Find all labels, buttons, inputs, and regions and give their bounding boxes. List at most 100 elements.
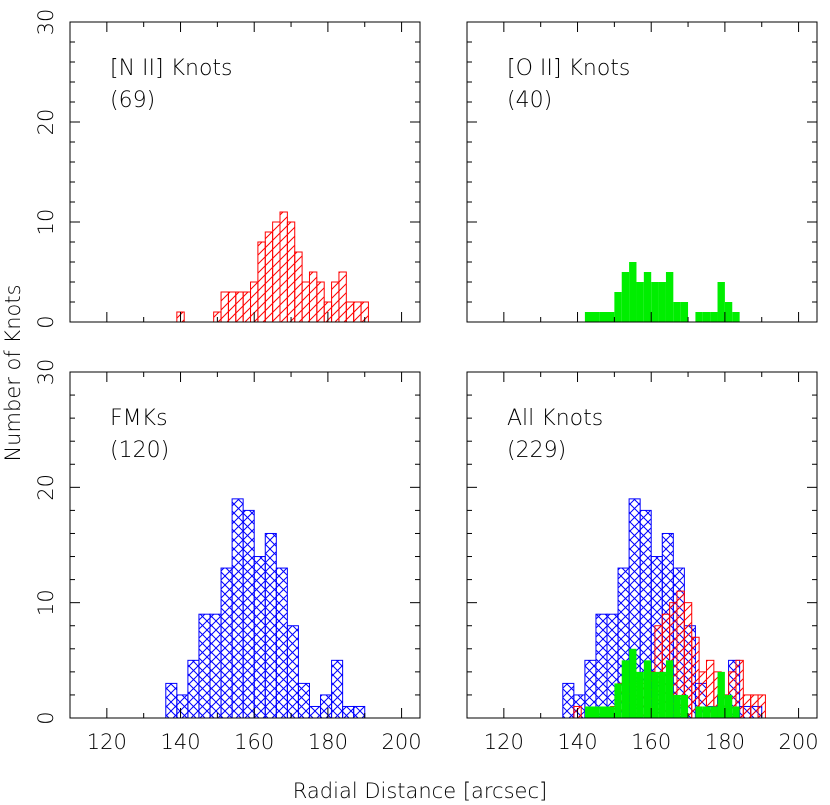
plot-frame bbox=[466, 21, 818, 323]
y-tick-label: 10 bbox=[34, 209, 58, 236]
bar-red-19 bbox=[742, 694, 752, 719]
bar-green-10 bbox=[673, 302, 681, 322]
x-tick-label: 200 bbox=[382, 730, 422, 754]
bar-red-9 bbox=[272, 221, 281, 323]
bar-blue-8 bbox=[253, 556, 266, 719]
panel-count: (229) bbox=[507, 438, 566, 463]
panel-count: (120) bbox=[110, 438, 169, 463]
bar-red-19 bbox=[345, 301, 355, 323]
panel-3: 120 140 160 180 200 0 10 20 30 FMKs (120) bbox=[34, 359, 422, 754]
bar-blue-1 bbox=[176, 694, 189, 719]
x-axis-label: Radial Distance [arcsec] bbox=[293, 779, 547, 803]
bar-blue-11 bbox=[286, 625, 299, 719]
x-tick-label: 180 bbox=[308, 730, 348, 754]
bar-green-2 bbox=[614, 292, 622, 322]
y-tick-label: 30 bbox=[34, 9, 58, 36]
bar-red-3 bbox=[227, 291, 237, 323]
y-tick-label: 20 bbox=[34, 109, 58, 136]
bar-green-14 bbox=[710, 706, 718, 718]
bar-red-12 bbox=[691, 636, 700, 719]
y-tick-label: 0 bbox=[34, 315, 58, 328]
bar-green-6 bbox=[643, 660, 652, 718]
bar-blue-2 bbox=[187, 659, 200, 719]
x-tick-label: 160 bbox=[631, 730, 671, 754]
bar-red-17 bbox=[331, 281, 340, 323]
y-tick-label: 20 bbox=[34, 474, 58, 501]
x-tick-label: 160 bbox=[234, 730, 274, 754]
x-tick-label: 200 bbox=[779, 730, 819, 754]
plot-frame bbox=[69, 371, 421, 719]
bar-red-13 bbox=[301, 281, 310, 323]
bar-blue-6 bbox=[231, 498, 244, 719]
bar-red-4 bbox=[235, 291, 244, 323]
panel-label: All Knots bbox=[507, 406, 603, 431]
bar-green-1 bbox=[599, 706, 615, 718]
bar-green-7 bbox=[651, 282, 659, 322]
bar-green-2 bbox=[614, 683, 622, 718]
bar-red-8 bbox=[264, 231, 274, 323]
bar-green-8 bbox=[658, 671, 666, 718]
bar-red-18 bbox=[338, 271, 347, 323]
bar-green-5 bbox=[636, 671, 644, 718]
bar-green-17 bbox=[732, 312, 740, 322]
bar-green-15 bbox=[717, 671, 725, 718]
bar-green-9 bbox=[665, 660, 674, 718]
bar-green-10 bbox=[673, 694, 681, 718]
bar-green-4 bbox=[629, 262, 637, 322]
bar-blue-0 bbox=[562, 682, 575, 719]
bar-green-5 bbox=[636, 282, 644, 322]
bar-green-0 bbox=[584, 312, 600, 322]
bar-green-6 bbox=[643, 272, 652, 322]
bar-blue-13 bbox=[308, 705, 322, 719]
bar-green-7 bbox=[651, 671, 659, 718]
bar-green-14 bbox=[710, 312, 718, 322]
x-tick-label: 140 bbox=[557, 730, 597, 754]
bar-blue-10 bbox=[275, 567, 288, 719]
bar-green-16 bbox=[724, 694, 733, 718]
bar-green-3 bbox=[621, 272, 630, 322]
x-tick-label: 120 bbox=[484, 730, 524, 754]
x-tick-label: 180 bbox=[705, 730, 745, 754]
bar-blue-4 bbox=[209, 613, 222, 719]
bar-blue-12 bbox=[297, 682, 310, 719]
bar-blue-5 bbox=[220, 567, 233, 719]
bar-green-4 bbox=[629, 648, 637, 718]
bar-red-15 bbox=[316, 281, 325, 323]
bar-green-17 bbox=[732, 706, 740, 718]
bar-red-12 bbox=[294, 251, 303, 323]
bar-red-2 bbox=[220, 291, 229, 323]
plot-frame bbox=[69, 21, 421, 323]
bar-green-16 bbox=[724, 302, 733, 322]
bar-red-20 bbox=[353, 301, 362, 323]
bar-blue-9 bbox=[264, 532, 277, 719]
bar-green-0 bbox=[584, 706, 600, 718]
bar-green-15 bbox=[717, 282, 725, 322]
panel-label: [O II] Knots bbox=[507, 56, 630, 81]
panel-label: [N II] Knots bbox=[110, 56, 233, 81]
bar-blue-3 bbox=[198, 613, 211, 719]
bar-blue-17 bbox=[353, 705, 366, 719]
x-tick-label: 120 bbox=[87, 730, 127, 754]
bar-green-8 bbox=[658, 282, 666, 322]
y-tick-label: 0 bbox=[34, 711, 58, 724]
bar-red-11 bbox=[286, 221, 296, 323]
bar-blue-7 bbox=[242, 509, 255, 719]
panel-count: (40) bbox=[507, 88, 552, 113]
bar-red-7 bbox=[257, 241, 266, 323]
bar-green-12 bbox=[695, 706, 703, 718]
y-tick-label: 10 bbox=[34, 589, 58, 616]
y-tick-label: 30 bbox=[34, 359, 58, 386]
bar-blue-3 bbox=[595, 613, 608, 719]
bar-green-13 bbox=[702, 706, 711, 718]
bar-red-14 bbox=[308, 271, 318, 323]
bar-blue-15 bbox=[331, 659, 344, 719]
panel-count: (69) bbox=[110, 88, 155, 113]
plot-frame bbox=[466, 371, 818, 719]
bar-green-11 bbox=[680, 302, 689, 322]
panel-2: [O II] Knots (40) bbox=[466, 21, 818, 323]
bar-red-5 bbox=[242, 291, 252, 323]
bar-blue-14 bbox=[320, 694, 333, 719]
panel-4: 120 140 160 180 200 All Knots (229) bbox=[466, 371, 819, 754]
panel-label: FMKs bbox=[110, 406, 168, 431]
